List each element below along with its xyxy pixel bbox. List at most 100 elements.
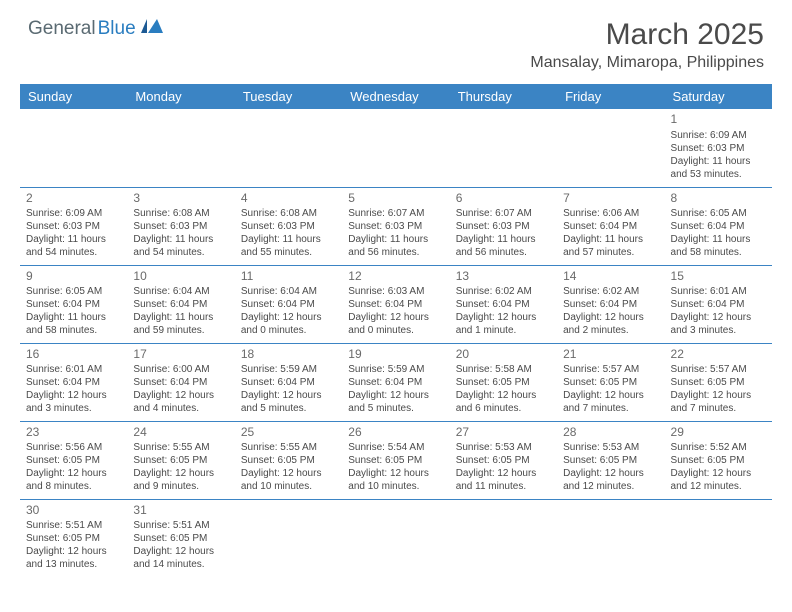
day-number: 24 [133,425,228,441]
calendar-cell: 14Sunrise: 6:02 AMSunset: 6:04 PMDayligh… [557,265,664,343]
sunrise-text: Sunrise: 6:00 AM [133,363,228,376]
calendar-cell: 28Sunrise: 5:53 AMSunset: 6:05 PMDayligh… [557,421,664,499]
calendar-cell: 20Sunrise: 5:58 AMSunset: 6:05 PMDayligh… [450,343,557,421]
calendar-cell [557,499,664,577]
sunrise-text: Sunrise: 6:02 AM [456,285,551,298]
calendar-cell: 27Sunrise: 5:53 AMSunset: 6:05 PMDayligh… [450,421,557,499]
day-number: 31 [133,503,228,519]
day-number: 9 [26,269,121,285]
calendar-cell: 19Sunrise: 5:59 AMSunset: 6:04 PMDayligh… [342,343,449,421]
daylight-text: Daylight: 12 hours and 12 minutes. [671,467,766,493]
daylight-text: Daylight: 12 hours and 5 minutes. [348,389,443,415]
sunset-text: Sunset: 6:05 PM [26,532,121,545]
sunset-text: Sunset: 6:04 PM [241,376,336,389]
calendar-cell: 29Sunrise: 5:52 AMSunset: 6:05 PMDayligh… [665,421,772,499]
daylight-text: Daylight: 12 hours and 12 minutes. [563,467,658,493]
daylight-text: Daylight: 12 hours and 0 minutes. [241,311,336,337]
sunrise-text: Sunrise: 6:04 AM [133,285,228,298]
calendar-cell [20,109,127,187]
calendar-table: SundayMondayTuesdayWednesdayThursdayFrid… [20,84,772,577]
daylight-text: Daylight: 12 hours and 6 minutes. [456,389,551,415]
calendar-cell: 26Sunrise: 5:54 AMSunset: 6:05 PMDayligh… [342,421,449,499]
logo: GeneralBlue [28,18,163,40]
calendar-cell: 23Sunrise: 5:56 AMSunset: 6:05 PMDayligh… [20,421,127,499]
daylight-text: Daylight: 11 hours and 54 minutes. [133,233,228,259]
sunset-text: Sunset: 6:04 PM [241,298,336,311]
calendar-cell [342,109,449,187]
day-number: 25 [241,425,336,441]
daylight-text: Daylight: 12 hours and 1 minute. [456,311,551,337]
day-number: 5 [348,191,443,207]
daylight-text: Daylight: 12 hours and 13 minutes. [26,545,121,571]
calendar-row: 16Sunrise: 6:01 AMSunset: 6:04 PMDayligh… [20,343,772,421]
daylight-text: Daylight: 12 hours and 5 minutes. [241,389,336,415]
sunset-text: Sunset: 6:03 PM [133,220,228,233]
sunrise-text: Sunrise: 6:08 AM [241,207,336,220]
sunset-text: Sunset: 6:05 PM [563,454,658,467]
day-number: 22 [671,347,766,363]
sunrise-text: Sunrise: 6:01 AM [671,285,766,298]
day-number: 16 [26,347,121,363]
sunset-text: Sunset: 6:05 PM [671,454,766,467]
daylight-text: Daylight: 12 hours and 9 minutes. [133,467,228,493]
calendar-cell: 9Sunrise: 6:05 AMSunset: 6:04 PMDaylight… [20,265,127,343]
sunrise-text: Sunrise: 5:59 AM [241,363,336,376]
sunset-text: Sunset: 6:04 PM [456,298,551,311]
sunset-text: Sunset: 6:04 PM [348,376,443,389]
daylight-text: Daylight: 12 hours and 3 minutes. [671,311,766,337]
sunset-text: Sunset: 6:04 PM [133,298,228,311]
sunrise-text: Sunrise: 6:05 AM [26,285,121,298]
sunset-text: Sunset: 6:05 PM [133,454,228,467]
sunset-text: Sunset: 6:05 PM [133,532,228,545]
sunrise-text: Sunrise: 5:56 AM [26,441,121,454]
day-number: 14 [563,269,658,285]
calendar-row: 30Sunrise: 5:51 AMSunset: 6:05 PMDayligh… [20,499,772,577]
flag-icon [141,19,163,40]
sunset-text: Sunset: 6:03 PM [26,220,121,233]
sunrise-text: Sunrise: 6:01 AM [26,363,121,376]
calendar-row: 1Sunrise: 6:09 AMSunset: 6:03 PMDaylight… [20,109,772,187]
sunrise-text: Sunrise: 5:52 AM [671,441,766,454]
calendar-cell: 13Sunrise: 6:02 AMSunset: 6:04 PMDayligh… [450,265,557,343]
calendar-cell: 3Sunrise: 6:08 AMSunset: 6:03 PMDaylight… [127,187,234,265]
calendar-cell: 8Sunrise: 6:05 AMSunset: 6:04 PMDaylight… [665,187,772,265]
day-number: 15 [671,269,766,285]
calendar-cell [235,499,342,577]
sunrise-text: Sunrise: 6:09 AM [26,207,121,220]
sunset-text: Sunset: 6:05 PM [456,376,551,389]
day-number: 12 [348,269,443,285]
calendar-cell: 17Sunrise: 6:00 AMSunset: 6:04 PMDayligh… [127,343,234,421]
calendar-row: 2Sunrise: 6:09 AMSunset: 6:03 PMDaylight… [20,187,772,265]
day-number: 8 [671,191,766,207]
sunset-text: Sunset: 6:04 PM [133,376,228,389]
logo-text-general: General [28,18,96,40]
calendar-cell: 5Sunrise: 6:07 AMSunset: 6:03 PMDaylight… [342,187,449,265]
calendar-cell: 12Sunrise: 6:03 AMSunset: 6:04 PMDayligh… [342,265,449,343]
calendar-cell: 4Sunrise: 6:08 AMSunset: 6:03 PMDaylight… [235,187,342,265]
day-number: 28 [563,425,658,441]
daylight-text: Daylight: 11 hours and 54 minutes. [26,233,121,259]
day-number: 26 [348,425,443,441]
calendar-cell: 21Sunrise: 5:57 AMSunset: 6:05 PMDayligh… [557,343,664,421]
sunset-text: Sunset: 6:04 PM [26,298,121,311]
day-header: Sunday [20,84,127,109]
month-title: March 2025 [530,18,764,52]
logo-text-blue: Blue [98,18,136,40]
day-header: Thursday [450,84,557,109]
calendar-cell: 11Sunrise: 6:04 AMSunset: 6:04 PMDayligh… [235,265,342,343]
sunrise-text: Sunrise: 5:57 AM [563,363,658,376]
daylight-text: Daylight: 11 hours and 56 minutes. [456,233,551,259]
day-number: 7 [563,191,658,207]
daylight-text: Daylight: 12 hours and 14 minutes. [133,545,228,571]
sunset-text: Sunset: 6:03 PM [241,220,336,233]
calendar-cell: 30Sunrise: 5:51 AMSunset: 6:05 PMDayligh… [20,499,127,577]
sunset-text: Sunset: 6:04 PM [26,376,121,389]
sunset-text: Sunset: 6:05 PM [241,454,336,467]
sunrise-text: Sunrise: 5:59 AM [348,363,443,376]
calendar-cell [127,109,234,187]
calendar-cell [342,499,449,577]
daylight-text: Daylight: 12 hours and 11 minutes. [456,467,551,493]
sunset-text: Sunset: 6:05 PM [671,376,766,389]
sunrise-text: Sunrise: 6:09 AM [671,129,766,142]
calendar-cell: 10Sunrise: 6:04 AMSunset: 6:04 PMDayligh… [127,265,234,343]
